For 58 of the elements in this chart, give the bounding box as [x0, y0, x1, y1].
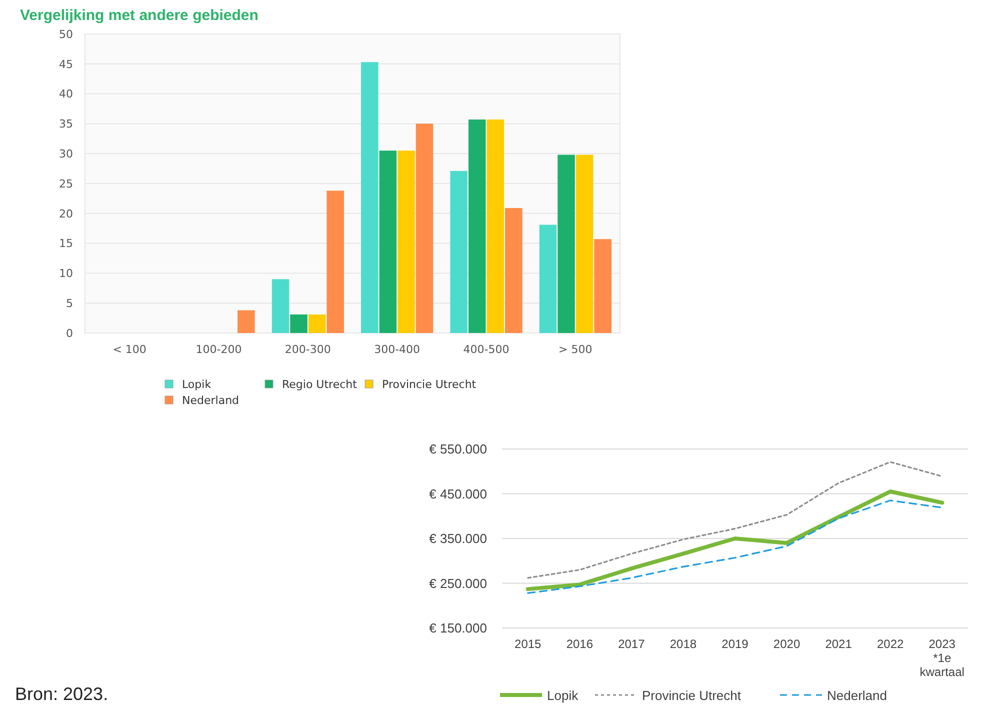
- x-tick-label: 2016: [566, 637, 594, 651]
- y-tick-label: 20: [59, 207, 73, 220]
- line-series: [527, 461, 943, 579]
- bar: [326, 190, 344, 333]
- legend-label: Lopik: [547, 688, 579, 703]
- x-tick-label: 2020: [773, 637, 800, 651]
- y-tick-label: 15: [59, 237, 73, 250]
- bar: [558, 154, 575, 333]
- y-tick-label: € 450.000: [429, 486, 487, 502]
- y-tick-label: 50: [59, 28, 73, 41]
- bar: [576, 154, 594, 333]
- x-tick-label: 2017: [618, 637, 646, 651]
- x-tick-label: 100-200: [196, 343, 242, 356]
- x-tick-label: 2019: [722, 637, 749, 651]
- bar: [308, 314, 326, 333]
- bar: [468, 120, 486, 333]
- legend-label: Regio Utrecht: [282, 378, 358, 391]
- y-tick-label: 5: [66, 296, 73, 310]
- x-tick-label: 300-400: [374, 343, 420, 356]
- x-tick-label: < 100: [112, 343, 146, 356]
- y-tick-label: 0: [66, 326, 73, 340]
- text: Bron: 2023.: [15, 684, 108, 704]
- x-tick-label: 2021: [825, 637, 852, 651]
- x-tick-label: 200-300: [284, 343, 331, 356]
- chart-title: Vergelijking met andere gebieden: [20, 7, 258, 24]
- bar: [361, 62, 378, 333]
- x-tick-label: 2018: [670, 637, 697, 651]
- y-tick-label: 25: [59, 177, 73, 190]
- bar: [290, 314, 308, 333]
- y-tick-label: 10: [59, 267, 73, 280]
- legend-label: Nederland: [827, 688, 887, 703]
- x-tick-label: 2022: [876, 637, 904, 651]
- bar: [398, 150, 415, 333]
- bar: [486, 120, 504, 333]
- x-tick-label: > 500: [558, 343, 592, 356]
- y-tick-label: 40: [59, 88, 73, 101]
- bar: [238, 310, 255, 333]
- bar: [505, 208, 522, 333]
- legend-label: Provincie Utrecht: [642, 688, 742, 703]
- bar: [450, 170, 468, 333]
- y-tick-label: € 550.000: [429, 442, 487, 457]
- bar: [594, 239, 612, 333]
- y-tick-label: € 150.000: [429, 620, 487, 636]
- legend-label: Lopik: [182, 378, 212, 391]
- y-tick-label: 35: [59, 118, 73, 131]
- x-tick-label: 2015: [514, 637, 542, 651]
- bar: [379, 150, 397, 333]
- legend-label: Nederland: [182, 394, 240, 407]
- y-tick-label: 45: [59, 58, 73, 71]
- y-tick-label: 30: [59, 147, 73, 160]
- x-tick-label: 400-500: [463, 343, 510, 356]
- x-tick-label: 2023 *1e kwartaal: [920, 637, 964, 679]
- bar: [272, 279, 290, 333]
- bar: [539, 224, 557, 333]
- bar: [416, 124, 434, 333]
- y-tick-label: € 350.000: [429, 531, 487, 546]
- legend-label: Provincie Utrecht: [382, 378, 477, 391]
- y-tick-label: € 250.000: [429, 576, 487, 591]
